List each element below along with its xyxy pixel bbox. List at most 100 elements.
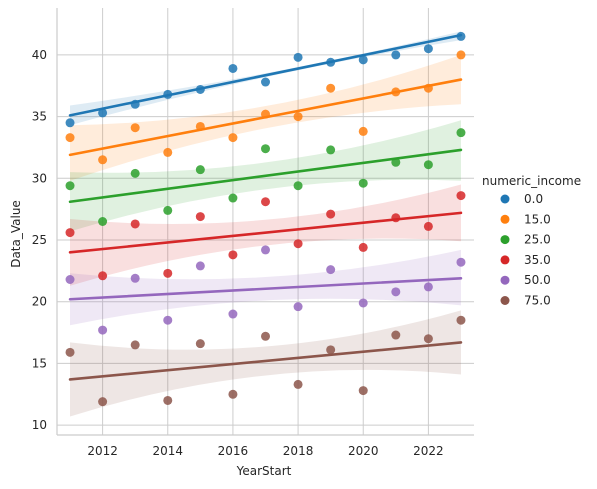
legend-label-50-0: 50.0 — [524, 273, 551, 287]
point-35-0 — [98, 271, 108, 281]
point-75-0 — [326, 345, 336, 355]
point-15-0 — [65, 133, 75, 143]
point-35-0 — [391, 213, 401, 223]
point-25-0 — [130, 168, 140, 178]
confidence-band-35-0 — [70, 184, 461, 286]
x-axis-label: YearStart — [236, 464, 292, 478]
point-75-0 — [163, 395, 173, 405]
point-0-0 — [228, 63, 238, 73]
point-35-0 — [293, 239, 303, 249]
point-15-0 — [391, 87, 401, 97]
x-tick-label: 2016 — [218, 444, 249, 458]
point-25-0 — [326, 145, 336, 155]
point-25-0 — [261, 144, 270, 154]
point-35-0 — [195, 212, 205, 222]
point-15-0 — [195, 121, 205, 131]
y-tick-label: 35 — [32, 110, 47, 124]
point-25-0 — [423, 160, 433, 170]
point-25-0 — [98, 217, 108, 226]
point-75-0 — [456, 315, 466, 325]
legend-label-15-0: 15.0 — [524, 212, 551, 226]
point-75-0 — [293, 379, 303, 389]
point-35-0 — [423, 221, 433, 231]
point-75-0 — [261, 331, 270, 341]
legend-label-75-0: 75.0 — [524, 294, 551, 308]
point-15-0 — [293, 112, 303, 122]
point-50-0 — [228, 309, 238, 319]
point-0-0 — [358, 55, 368, 65]
point-50-0 — [293, 302, 303, 312]
point-35-0 — [326, 209, 336, 219]
point-75-0 — [195, 339, 205, 349]
legend-label-25-0: 25.0 — [524, 233, 551, 247]
y-tick-label: 40 — [32, 48, 47, 62]
y-tick-label: 30 — [32, 171, 47, 185]
point-75-0 — [423, 334, 433, 344]
y-tick-label: 15 — [32, 356, 47, 370]
legend-marker-15-0 — [500, 214, 510, 224]
point-75-0 — [358, 386, 368, 396]
point-35-0 — [228, 250, 238, 260]
point-15-0 — [98, 155, 108, 165]
point-0-0 — [98, 108, 108, 118]
point-35-0 — [130, 219, 140, 229]
legend-marker-25-0 — [500, 235, 510, 245]
point-0-0 — [293, 52, 303, 62]
legend-label-0-0: 0.0 — [524, 192, 543, 206]
regression-line-50-0 — [68, 276, 463, 301]
point-25-0 — [195, 165, 205, 175]
axis-spines — [56, 8, 474, 436]
point-0-0 — [456, 31, 466, 41]
x-tick-label: 2018 — [283, 444, 314, 458]
point-15-0 — [261, 109, 270, 119]
point-15-0 — [130, 123, 140, 133]
point-35-0 — [163, 268, 173, 278]
point-75-0 — [130, 340, 140, 350]
tick-labels: 2012 2014 2016 2018 2020 2022 10 15 20 25 30 35 40 — [32, 48, 444, 458]
point-50-0 — [261, 245, 270, 255]
point-75-0 — [391, 330, 401, 340]
data-points — [65, 31, 466, 407]
legend-title: numeric_income — [482, 174, 581, 188]
point-15-0 — [228, 133, 238, 143]
x-tick-label: 2020 — [348, 444, 379, 458]
point-15-0 — [326, 83, 336, 93]
legend-marker-0-0 — [500, 194, 510, 204]
point-25-0 — [293, 181, 303, 191]
legend: numeric_income 0.0 15.0 25.0 35.0 50.0 75.0 — [482, 174, 581, 308]
point-50-0 — [195, 261, 205, 271]
point-50-0 — [358, 298, 368, 308]
point-0-0 — [261, 77, 270, 87]
point-0-0 — [326, 57, 336, 67]
point-15-0 — [163, 147, 173, 157]
point-50-0 — [65, 275, 75, 285]
confidence-bands — [70, 31, 461, 417]
point-0-0 — [65, 118, 75, 128]
point-35-0 — [65, 228, 75, 238]
point-50-0 — [326, 265, 336, 275]
point-25-0 — [358, 178, 368, 188]
point-25-0 — [163, 205, 173, 215]
point-0-0 — [423, 44, 433, 54]
x-tick-label: 2014 — [152, 444, 183, 458]
point-15-0 — [358, 126, 368, 136]
point-50-0 — [456, 257, 466, 267]
x-tick-label: 2022 — [413, 444, 444, 458]
point-50-0 — [163, 315, 173, 325]
point-0-0 — [163, 89, 173, 99]
legend-marker-75-0 — [500, 296, 510, 305]
regression-line-75-0 — [68, 341, 463, 381]
point-0-0 — [195, 84, 205, 94]
point-50-0 — [98, 325, 108, 335]
point-0-0 — [130, 99, 140, 109]
point-75-0 — [98, 397, 108, 407]
point-25-0 — [456, 128, 466, 138]
legend-marker-35-0 — [500, 255, 510, 265]
y-tick-label: 10 — [32, 418, 47, 432]
y-tick-label: 20 — [32, 295, 47, 309]
point-35-0 — [358, 242, 368, 252]
y-tick-label: 25 — [32, 233, 47, 247]
y-axis-label: Data_Value — [9, 200, 23, 268]
point-35-0 — [261, 197, 270, 207]
